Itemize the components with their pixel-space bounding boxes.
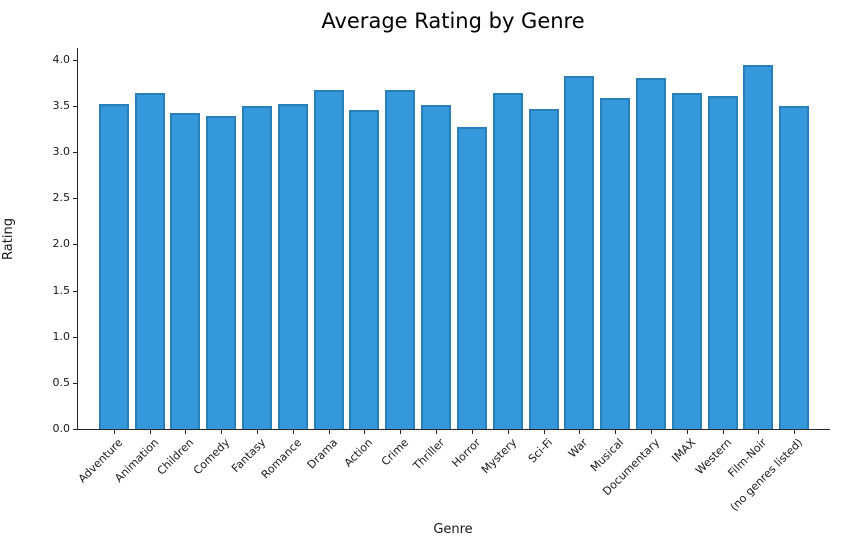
y-tick-label: 1.0 xyxy=(52,329,71,343)
bar xyxy=(134,93,165,429)
y-tick xyxy=(73,106,77,108)
x-tick xyxy=(722,430,724,434)
x-axis-label: Genre xyxy=(433,522,473,537)
bar xyxy=(743,64,774,429)
bar xyxy=(600,97,631,429)
x-tick xyxy=(328,430,330,434)
bar xyxy=(170,113,201,429)
x-tick xyxy=(507,430,509,434)
plot-area: Adventure Animation Children Comedy Fantasy R… xyxy=(53,48,830,514)
y-tick-label: 4.0 xyxy=(52,52,71,66)
x-tick xyxy=(436,430,438,434)
y-tick xyxy=(73,152,77,154)
y-tick-label: 2.0 xyxy=(52,237,71,251)
bar xyxy=(385,90,416,429)
bar xyxy=(349,109,380,429)
y-axis-label: Rating xyxy=(1,218,16,260)
y-tick-label: 3.5 xyxy=(52,99,71,113)
bar xyxy=(779,106,810,429)
x-tick xyxy=(221,430,223,434)
bar xyxy=(707,95,738,429)
x-tick xyxy=(257,430,259,434)
y-tick-label: 3.0 xyxy=(52,145,71,159)
bar xyxy=(671,93,702,429)
x-tick xyxy=(579,430,581,434)
y-tick-label: 2.5 xyxy=(52,191,71,205)
bar xyxy=(206,116,237,429)
y-tick xyxy=(73,244,77,246)
y-tick xyxy=(73,59,77,61)
y-tick-label: 0.5 xyxy=(52,375,71,389)
bar xyxy=(564,75,595,429)
x-tick xyxy=(364,430,366,434)
x-tick xyxy=(471,430,473,434)
x-tick xyxy=(400,430,402,434)
chart-title: Average Rating by Genre xyxy=(321,9,585,33)
bar xyxy=(313,90,344,429)
x-tick xyxy=(615,430,617,434)
x-tick xyxy=(543,430,545,434)
x-tick xyxy=(650,430,652,434)
y-tick xyxy=(73,290,77,292)
y-tick xyxy=(73,198,77,200)
y-tick-label: 1.5 xyxy=(52,283,71,297)
bar xyxy=(98,104,129,429)
bar xyxy=(242,106,273,429)
y-tick xyxy=(73,382,77,384)
x-tick xyxy=(794,430,796,434)
x-tick xyxy=(758,430,760,434)
x-tick xyxy=(292,430,294,434)
bar xyxy=(528,108,559,429)
x-tick xyxy=(686,430,688,434)
bar xyxy=(492,93,523,429)
y-tick xyxy=(73,429,77,430)
bar xyxy=(277,104,308,429)
y-tick-label: 0.0 xyxy=(52,422,71,435)
x-tick xyxy=(149,430,151,434)
bar xyxy=(421,105,452,429)
bar xyxy=(635,77,666,429)
x-tick xyxy=(113,430,115,434)
y-tick xyxy=(73,336,77,338)
bar xyxy=(456,127,487,429)
x-tick xyxy=(185,430,187,434)
